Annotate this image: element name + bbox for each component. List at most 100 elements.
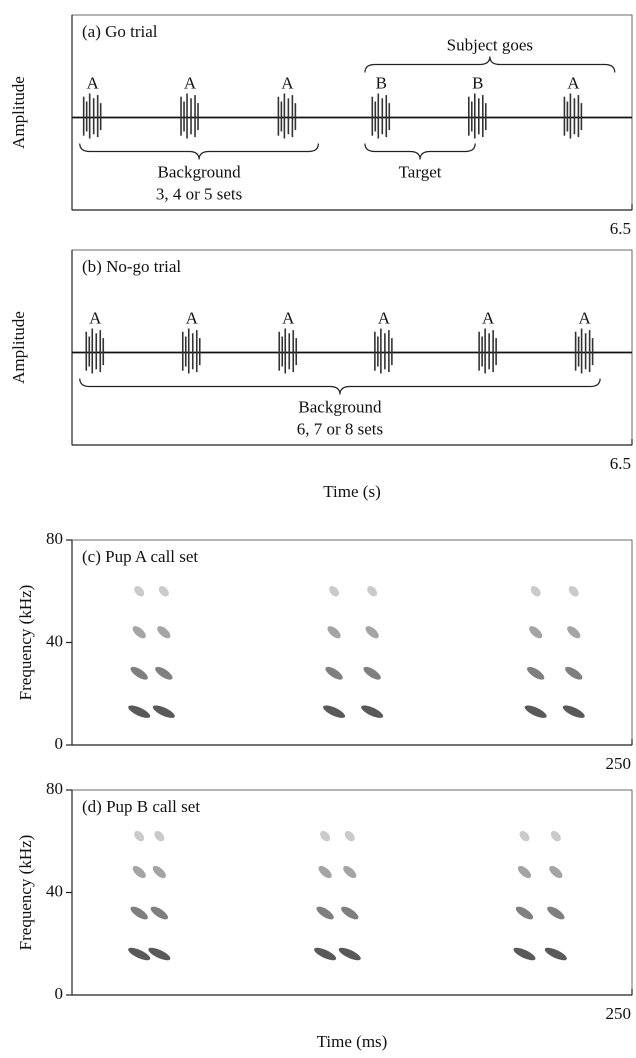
harmonic-streak bbox=[148, 947, 171, 961]
harmonic-streak bbox=[515, 906, 534, 920]
event-label: A bbox=[378, 308, 391, 327]
event-label: A bbox=[281, 73, 294, 92]
harmonic-streak bbox=[320, 830, 331, 842]
y-tick-label: 80 bbox=[46, 529, 63, 548]
harmonic-streak bbox=[314, 947, 337, 961]
x-tick-label: 6.5 bbox=[610, 454, 631, 473]
harmonic-streak bbox=[134, 586, 145, 597]
harmonic-streak bbox=[367, 586, 378, 597]
brace bbox=[364, 143, 476, 160]
harmonic-streak bbox=[363, 666, 381, 680]
y-tick-label: 0 bbox=[55, 734, 64, 753]
panel-title: (d) Pup B call set bbox=[82, 797, 200, 816]
y-tick-label: 40 bbox=[46, 631, 63, 650]
harmonic-streak bbox=[316, 906, 334, 920]
harmonic-streak bbox=[338, 947, 361, 961]
harmonic-streak bbox=[550, 830, 561, 842]
harmonic-streak bbox=[524, 705, 547, 718]
brace bbox=[79, 143, 319, 160]
harmonic-streak bbox=[567, 626, 581, 639]
harmonic-streak bbox=[565, 666, 583, 680]
pulse-group bbox=[563, 93, 583, 139]
y-axis-label: Frequency (kHz) bbox=[16, 585, 35, 701]
panel-title: (c) Pup A call set bbox=[82, 547, 198, 566]
pulse-group bbox=[181, 328, 201, 374]
harmonic-streak bbox=[128, 705, 151, 718]
pulse-group bbox=[371, 93, 391, 139]
y-tick-label: 0 bbox=[55, 984, 64, 1003]
plot-frame bbox=[71, 539, 633, 746]
harmonic-streak bbox=[519, 830, 530, 842]
panel-title: (b) No-go trial bbox=[82, 257, 181, 276]
harmonic-streak bbox=[152, 705, 175, 718]
pulse-group bbox=[278, 328, 298, 374]
harmonic-streak bbox=[152, 865, 166, 879]
annotation: Target bbox=[399, 162, 442, 181]
harmonic-streak bbox=[529, 626, 543, 639]
event-label: A bbox=[89, 308, 102, 327]
annotation: Background bbox=[158, 162, 242, 181]
event-label: A bbox=[184, 73, 197, 92]
event-label: A bbox=[567, 73, 580, 92]
harmonic-streak bbox=[343, 865, 357, 879]
harmonic-streak bbox=[157, 626, 171, 639]
annotation: Background bbox=[298, 397, 382, 416]
harmonic-streak bbox=[513, 947, 536, 961]
event-label: B bbox=[472, 73, 483, 92]
harmonic-streak bbox=[130, 906, 148, 920]
harmonic-streak bbox=[549, 865, 563, 879]
harmonic-streak bbox=[318, 865, 332, 879]
harmonic-streak bbox=[323, 705, 346, 718]
x-tick-label: 250 bbox=[606, 754, 632, 773]
brace bbox=[79, 378, 601, 395]
harmonic-streak bbox=[361, 705, 384, 718]
y-axis-label: Frequency (kHz) bbox=[16, 835, 35, 951]
event-label: A bbox=[578, 308, 591, 327]
harmonic-streak bbox=[562, 705, 585, 718]
event-label: A bbox=[482, 308, 495, 327]
harmonic-streak bbox=[344, 830, 355, 842]
harmonic-streak bbox=[341, 906, 359, 920]
y-tick-label: 40 bbox=[46, 881, 63, 900]
x-tick-label: 250 bbox=[606, 1004, 632, 1023]
annotation: 6, 7 or 8 sets bbox=[297, 419, 383, 438]
event-label: B bbox=[376, 73, 387, 92]
event-label: A bbox=[87, 73, 100, 92]
y-tick-label: 80 bbox=[46, 779, 63, 798]
harmonic-streak bbox=[530, 586, 541, 597]
pulse-group bbox=[85, 328, 105, 374]
plot-frame bbox=[71, 14, 633, 211]
harmonic-streak bbox=[517, 865, 532, 879]
harmonic-streak bbox=[134, 830, 145, 842]
harmonic-streak bbox=[544, 947, 567, 961]
x-axis-label: Time (ms) bbox=[317, 1032, 388, 1051]
pulse-group bbox=[478, 328, 497, 374]
x-tick-label: 6.5 bbox=[610, 219, 631, 238]
harmonic-streak bbox=[547, 906, 565, 920]
pulse-group bbox=[467, 93, 487, 139]
harmonic-streak bbox=[150, 906, 169, 920]
pulse-group bbox=[277, 93, 297, 139]
panel-title: (a) Go trial bbox=[82, 22, 158, 41]
y-axis-label: Amplitude bbox=[9, 76, 28, 149]
event-label: A bbox=[282, 308, 295, 327]
harmonic-streak bbox=[158, 586, 169, 597]
harmonic-streak bbox=[568, 586, 579, 597]
harmonic-streak bbox=[132, 865, 146, 879]
brace bbox=[364, 56, 616, 73]
plot-frame bbox=[71, 789, 633, 996]
x-axis-label: Time (s) bbox=[323, 482, 380, 501]
pulse-group bbox=[374, 328, 393, 374]
harmonic-streak bbox=[155, 666, 173, 680]
harmonic-streak bbox=[329, 586, 340, 597]
pulse-group bbox=[574, 328, 594, 374]
harmonic-streak bbox=[527, 666, 545, 680]
harmonic-streak bbox=[325, 666, 343, 680]
pulse-group bbox=[82, 93, 102, 139]
annotation: Subject goes bbox=[447, 35, 533, 54]
harmonic-streak bbox=[132, 626, 146, 639]
annotation: 3, 4 or 5 sets bbox=[156, 184, 242, 203]
harmonic-streak bbox=[128, 947, 151, 961]
harmonic-streak bbox=[327, 626, 341, 639]
